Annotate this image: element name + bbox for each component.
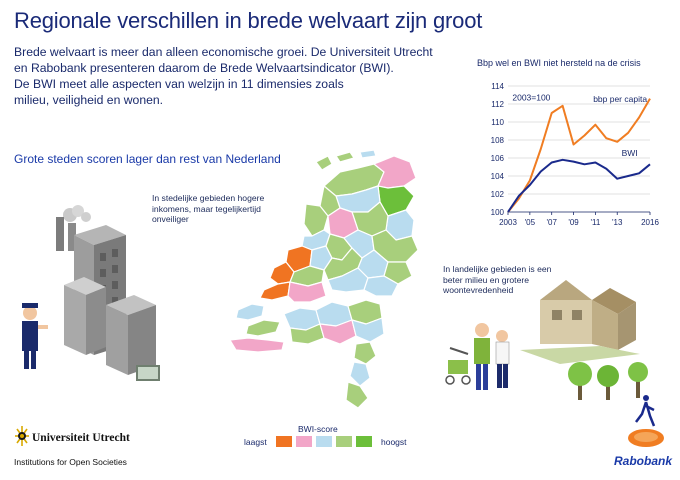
intro-text: Brede welvaart is meer dan alleen econom…: [14, 44, 433, 108]
map-region: [245, 319, 281, 337]
series-label: bbp per capita: [593, 94, 647, 104]
legend-high-label: hoogst: [381, 437, 407, 447]
map-region: [335, 151, 355, 163]
legend-swatch: [336, 436, 352, 447]
legend-title: BWI-score: [298, 424, 338, 434]
legend-swatch: [316, 436, 332, 447]
y-tick-label: 110: [491, 118, 504, 127]
map-region: [345, 381, 369, 409]
x-tick-label: '05: [525, 218, 536, 227]
rabobank-name: Rabobank: [614, 454, 673, 468]
page-title: Regionale verschillen in brede welvaart …: [14, 8, 483, 33]
intro-line: Brede welvaart is meer dan alleen econom…: [14, 45, 433, 59]
legend-swatch: [296, 436, 312, 447]
x-tick-label: '07: [546, 218, 557, 227]
rural-illustration: [445, 280, 648, 400]
y-tick-label: 108: [491, 136, 505, 145]
y-tick-label: 100: [491, 208, 505, 217]
series-label: BWI: [622, 148, 638, 158]
netherlands-map: [229, 150, 419, 409]
map-region: [287, 281, 327, 303]
map-region: [235, 303, 265, 321]
uu-name: Universiteit Utrecht: [32, 432, 130, 444]
legend-low-label: laagst: [244, 437, 267, 447]
x-tick-label: '09: [568, 218, 579, 227]
bbp-series-line: [507, 98, 651, 213]
map-region: [353, 341, 377, 365]
chart-title: Bbp wel en BWI niet hersteld na de crisi…: [477, 58, 641, 68]
map-region: [315, 155, 333, 171]
map-region: [229, 337, 285, 353]
intro-line: en Rabobank presenteren daarom de Brede …: [14, 61, 394, 75]
map-region: [259, 281, 291, 301]
map-region: [349, 361, 371, 387]
map-subtitle: Grote steden scoren lager dan rest van N…: [14, 152, 281, 166]
urban-illustration: [22, 205, 160, 381]
legend-swatch: [356, 436, 372, 447]
x-tick-label: '13: [612, 218, 623, 227]
map-region: [351, 317, 385, 343]
line-chart: 100 102 104 106 108 110 112 114 2003 '05 '07 '09 '11…: [491, 82, 660, 227]
y-tick-label: 112: [491, 100, 504, 109]
y-tick-label: 104: [491, 172, 505, 181]
x-tick-label: 2016: [641, 218, 659, 227]
y-tick-label: 106: [491, 154, 505, 163]
chart-annotation: 2003=100: [512, 92, 550, 102]
intro-line: De BWI meet alle aspecten van welzijn in…: [14, 77, 344, 91]
map-region: [363, 275, 399, 297]
map-region: [383, 261, 413, 285]
y-tick-label: 114: [491, 82, 504, 91]
x-tick-label: '11: [590, 218, 600, 227]
uu-sun-icon: [15, 426, 29, 446]
uu-subtitle: Institutions for Open Societies: [14, 457, 127, 467]
map-region: [359, 150, 377, 159]
urban-note: In stedelijke gebieden hogere inkomens, …: [152, 193, 265, 224]
x-tick-label: 2003: [499, 218, 517, 227]
bwi-series-line: [507, 158, 651, 213]
legend-swatch: [276, 436, 292, 447]
rabobank-logo-icon: [628, 395, 664, 447]
rural-note: In landelijke gebieden is een beter mili…: [443, 264, 552, 295]
intro-line: milieu, veiligheid en wonen.: [14, 93, 164, 107]
y-tick-label: 102: [491, 190, 505, 199]
